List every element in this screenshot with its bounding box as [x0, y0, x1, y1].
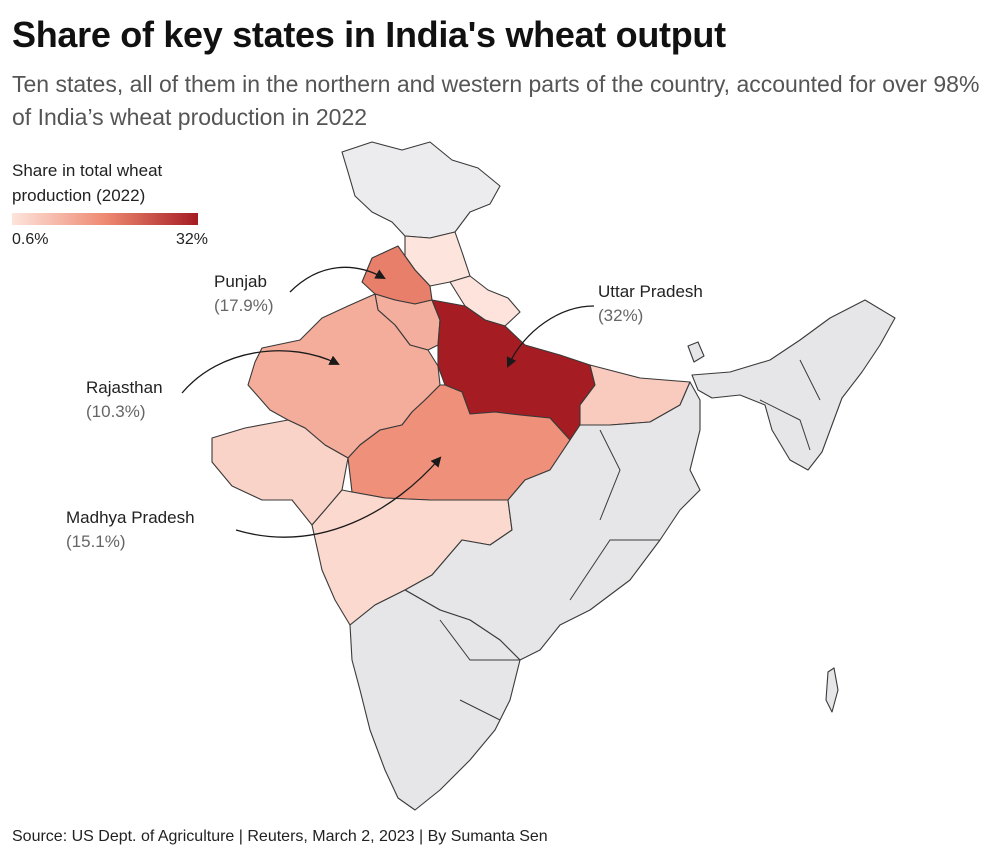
legend-max-label: 32% — [175, 231, 208, 248]
andaman-islands — [825, 667, 839, 713]
legend-title-line2: production (2022) — [12, 186, 146, 205]
legend-title: Share in total wheat production (2022) — [12, 158, 212, 208]
chart-title: Share of key states in India's wheat out… — [12, 14, 726, 55]
state-sikkim — [687, 341, 705, 363]
uttar-pradesh-arrow — [506, 305, 595, 368]
label-uttar-pradesh-value: (32%) — [598, 306, 644, 325]
label-uttar-pradesh: Uttar Pradesh (32%) — [598, 280, 703, 328]
label-punjab-value: (17.9%) — [214, 296, 274, 315]
color-legend: Share in total wheat production (2022) 0… — [12, 158, 212, 253]
rajasthan-arrow — [181, 350, 340, 394]
label-uttar-pradesh-name: Uttar Pradesh — [598, 282, 703, 301]
legend-color-ramp — [12, 213, 198, 225]
label-madhya-pradesh: Madhya Pradesh (15.1%) — [66, 506, 195, 554]
state-jammu-kashmir — [341, 141, 501, 239]
label-madhya-pradesh-value: (15.1%) — [66, 532, 126, 551]
state-south-no-data — [349, 589, 521, 811]
legend-ticks: 0.6% 32% — [12, 231, 208, 253]
punjab-arrow — [289, 266, 386, 293]
legend-min-label: 0.6% — [12, 231, 49, 248]
label-rajasthan: Rajasthan (10.3%) — [86, 376, 163, 424]
label-rajasthan-name: Rajasthan — [86, 378, 163, 397]
legend-title-line1: Share in total wheat — [12, 161, 163, 180]
internal-borders — [439, 359, 821, 721]
source-note: Source: US Dept. of Agriculture | Reuter… — [12, 828, 548, 845]
state-north-east-no-data — [691, 299, 896, 471]
label-rajasthan-value: (10.3%) — [86, 402, 146, 421]
label-madhya-pradesh-name: Madhya Pradesh — [66, 508, 195, 527]
madhya-pradesh-arrow — [235, 456, 442, 538]
chart-subtitle: Ten states, all of them in the northern … — [12, 71, 980, 130]
label-punjab-name: Punjab — [214, 272, 267, 291]
label-punjab: Punjab (17.9%) — [214, 270, 274, 318]
